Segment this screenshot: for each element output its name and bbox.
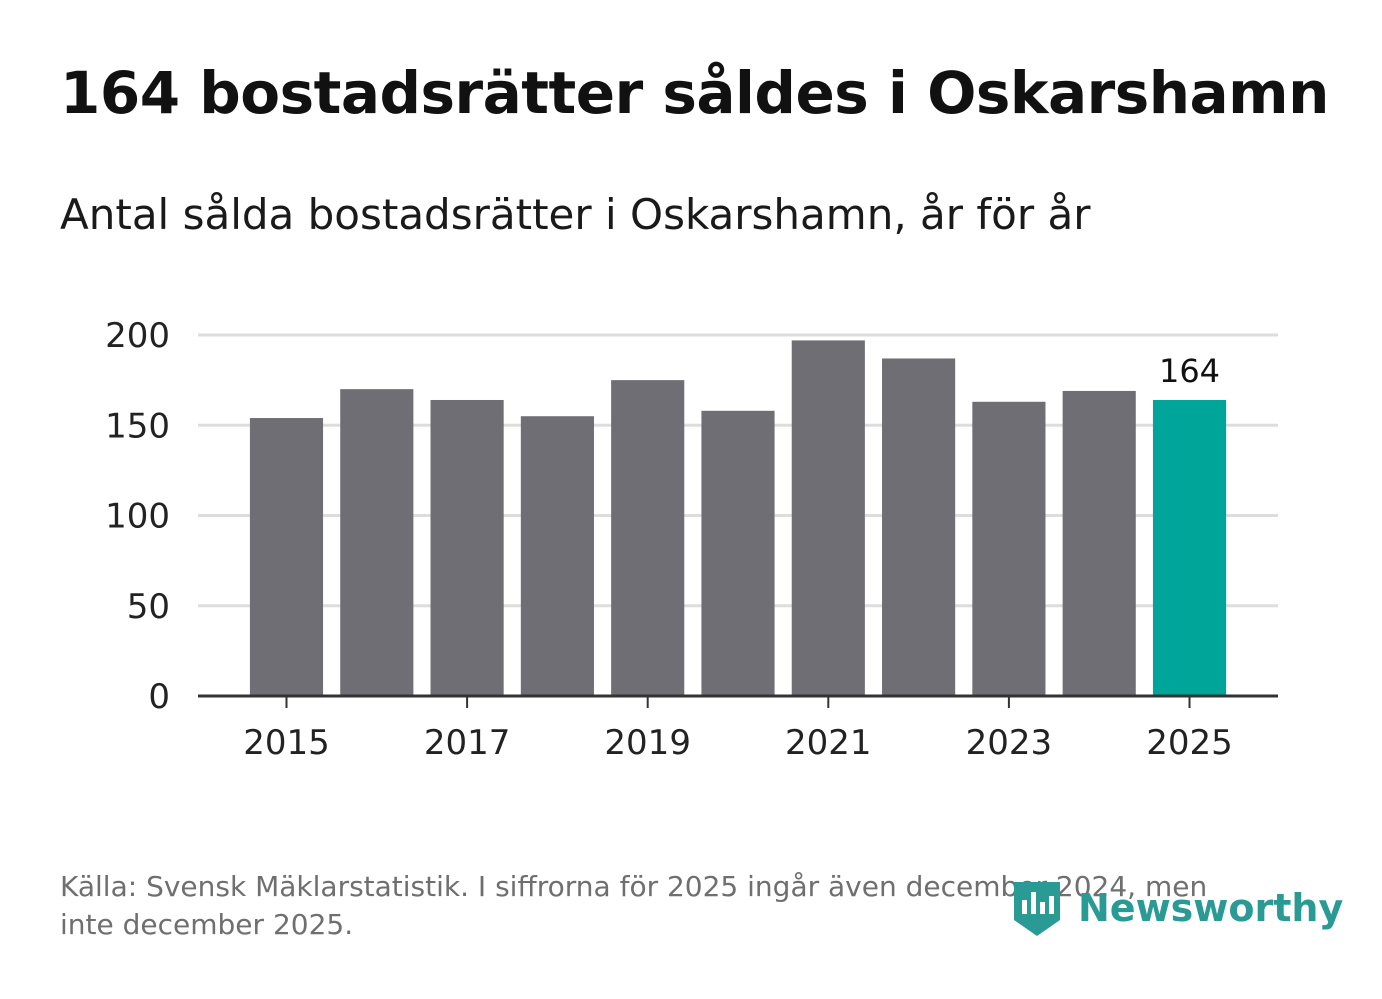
x-tick-label-2025: 2025 [1146, 723, 1233, 763]
x-tick-label-2015: 2015 [243, 723, 330, 763]
newsworthy-logo: Newsworthy [1010, 878, 1343, 938]
x-tick-label-2017: 2017 [424, 723, 511, 763]
y-tick-label-50: 50 [127, 587, 170, 627]
bars [249, 340, 1227, 696]
bar-2023 [972, 401, 1046, 696]
bar-2021 [791, 340, 865, 696]
labels: 0 50 100 150 200 164 2015 2017 2019 2021 2023 2025 [105, 316, 1233, 763]
chart-title: 164 bostadsrätter såldes i Oskarshamn [60, 59, 1329, 127]
bar-2022 [882, 358, 956, 696]
newsworthy-logo-icon [1014, 882, 1060, 936]
bar-2025 [1152, 399, 1227, 696]
axes [198, 694, 1278, 708]
y-tick-label-100: 100 [105, 497, 170, 537]
y-tick-label-0: 0 [148, 677, 170, 717]
bar-2017 [430, 399, 504, 696]
bar-2019 [611, 380, 685, 696]
bar-2024 [1062, 390, 1136, 696]
bar-2018 [520, 416, 594, 696]
x-tick-label-2021: 2021 [785, 723, 872, 763]
x-tick-label-2023: 2023 [966, 723, 1053, 763]
bar-2020 [701, 410, 775, 696]
y-tick-label-150: 150 [105, 406, 170, 446]
chart-subtitle: Antal sålda bostadsrätter i Oskarshamn, … [60, 190, 1091, 239]
y-tick-label-200: 200 [105, 316, 170, 356]
bar-2016 [340, 389, 414, 696]
bar-2015 [249, 418, 324, 696]
value-label-2025: 164 [1159, 352, 1220, 390]
logo-text: Newsworthy [1078, 886, 1344, 930]
x-tick-label-2019: 2019 [604, 723, 691, 763]
